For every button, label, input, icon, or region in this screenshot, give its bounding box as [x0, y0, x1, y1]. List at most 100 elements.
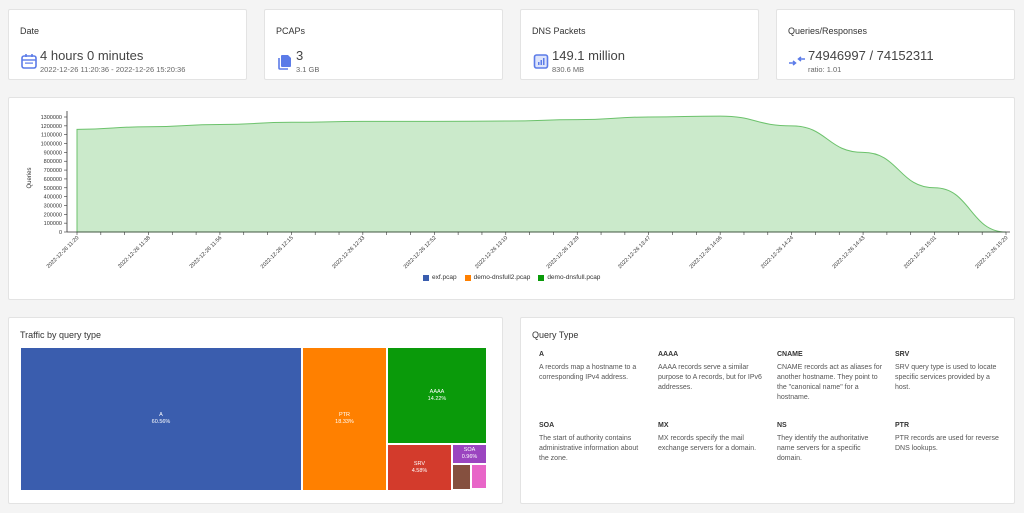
svg-text:700000: 700000: [44, 168, 62, 174]
legend-item-demo-dnsfull2[interactable]: demo-dnsfull2.pcap: [464, 274, 531, 281]
query-type-name: AAAA: [658, 351, 679, 358]
bar-chart-icon: [533, 54, 549, 69]
treemap-cell-a[interactable]: A 60.56%: [20, 347, 302, 491]
legend-label: exf.pcap: [432, 274, 457, 281]
stat-subtext: 830.6 MB: [552, 65, 585, 74]
stat-value: 74946997 / 74152311: [808, 48, 934, 63]
stat-subtext: 3.1 GB: [296, 65, 320, 74]
svg-text:2022-12-26 11:56: 2022-12-26 11:56: [189, 235, 224, 270]
queries-area-chart-card: 0 100000 200000 300000 400000 500000 600000 700…: [8, 97, 1015, 300]
stat-title: Date: [20, 26, 40, 36]
y-axis-label: Queries: [27, 167, 33, 188]
stat-card-pcaps: PCAPs 3 3.1 GB: [264, 9, 503, 80]
query-type-name: PTR: [895, 422, 909, 429]
files-icon: [278, 55, 291, 70]
query-type-name: SRV: [895, 351, 910, 358]
query-type-name: SOA: [539, 422, 555, 429]
legend-label: demo-dnsfull.pcap: [547, 274, 601, 281]
svg-text:2022-12-26 12:15: 2022-12-26 12:15: [260, 235, 295, 270]
legend-swatch: [464, 274, 471, 281]
query-type-desc: The start of authority contains administ…: [539, 435, 639, 463]
query-type-ptr: PTR PTR records are used for reverse DNS…: [895, 422, 1005, 454]
stat-title: PCAPs: [276, 26, 306, 36]
stat-title: DNS Packets: [532, 26, 586, 36]
legend-item-exf[interactable]: exf.pcap: [423, 274, 457, 281]
svg-text:2022-12-26 12:33: 2022-12-26 12:33: [331, 235, 366, 270]
svg-text:1200000: 1200000: [41, 124, 62, 130]
query-type-a: A A records map a hostname to a correspo…: [539, 351, 649, 383]
svg-text:100000: 100000: [44, 221, 62, 227]
svg-text:600000: 600000: [44, 177, 62, 183]
query-type-cname: CNAME CNAME records act as aliases for a…: [777, 351, 887, 404]
svg-text:2022-12-26 14:06: 2022-12-26 14:06: [689, 235, 724, 270]
svg-text:2022-12-26 15:20: 2022-12-26 15:20: [974, 235, 1009, 270]
svg-text:2022-12-26 14:43: 2022-12-26 14:43: [832, 235, 867, 270]
query-type-ns: NS They identify the authoritative name …: [777, 422, 887, 464]
treemap-cell-soa[interactable]: SOA 0.96%: [452, 444, 487, 464]
treemap-cell-other-1[interactable]: [452, 464, 471, 490]
x-axis: 2022-12-26 11:20 2022-12-26 11:38 2022-12-…: [46, 231, 1010, 270]
svg-text:1100000: 1100000: [41, 133, 62, 139]
svg-text:2022-12-26 12:52: 2022-12-26 12:52: [403, 235, 438, 270]
y-axis: 0 100000 200000 300000 400000 500000 600000 700…: [41, 111, 68, 236]
cell-label: PTR: [339, 412, 350, 419]
panel-title: Query Type: [532, 330, 579, 340]
stat-card-date: Date 4 hours 0 minutes 2022-12-26 11:20:…: [8, 9, 247, 80]
svg-text:1000000: 1000000: [41, 142, 62, 148]
treemap-cell-aaaa[interactable]: AAAA 14.22%: [387, 347, 487, 444]
arrows-in-icon: [789, 56, 805, 66]
query-type-desc: They identify the authoritative name ser…: [777, 435, 869, 463]
svg-text:0: 0: [59, 230, 62, 236]
query-type-name: CNAME: [777, 351, 803, 358]
query-type-soa: SOA The start of authority contains admi…: [539, 422, 649, 464]
legend-label: demo-dnsfull2.pcap: [473, 274, 531, 281]
stat-subtext: 2022-12-26 11:20:36 - 2022-12-26 15:20:3…: [40, 65, 186, 74]
svg-text:2022-12-26 13:47: 2022-12-26 13:47: [617, 235, 652, 270]
svg-text:2022-12-26 14:24: 2022-12-26 14:24: [760, 235, 795, 270]
cell-label: AAAA: [429, 388, 445, 395]
cell-pct: 14.22%: [427, 395, 447, 402]
svg-text:2022-12-26 15:01: 2022-12-26 15:01: [903, 235, 938, 270]
cell-label: A: [159, 412, 163, 419]
svg-text:900000: 900000: [44, 150, 62, 156]
cell-pct: 18.33%: [335, 419, 354, 425]
svg-text:800000: 800000: [44, 159, 62, 165]
svg-text:500000: 500000: [44, 186, 62, 192]
queries-area-chart[interactable]: 0 100000 200000 300000 400000 500000 600000 700…: [9, 98, 1016, 301]
stat-value: 4 hours 0 minutes: [40, 48, 144, 63]
svg-text:2022-12-26 13:29: 2022-12-26 13:29: [546, 235, 581, 270]
svg-text:400000: 400000: [44, 195, 62, 201]
stat-subtext: ratio: 1.01: [808, 65, 842, 74]
treemap-cell-ptr[interactable]: PTR 18.33%: [302, 347, 387, 491]
stat-value: 149.1 million: [552, 48, 625, 63]
svg-text:300000: 300000: [44, 203, 62, 209]
legend-swatch: [538, 274, 545, 281]
stat-card-dns-packets: DNS Packets 149.1 million 830.6 MB: [520, 9, 759, 80]
area-series-demo-dnsfull[interactable]: [76, 115, 1007, 233]
svg-text:1300000: 1300000: [41, 115, 62, 121]
cell-label: SRV: [413, 460, 426, 467]
query-type-name: NS: [777, 422, 787, 429]
chart-legend: exf.pcap demo-dnsfull2.pcap demo-dnsfull…: [423, 274, 600, 281]
svg-text:2022-12-26 13:10: 2022-12-26 13:10: [474, 235, 509, 270]
stat-value: 3: [296, 48, 304, 63]
query-type-desc: A records map a hostname to a correspond…: [539, 364, 637, 382]
calendar-icon: [21, 54, 37, 69]
query-type-desc: CNAME records act as aliases for another…: [777, 364, 883, 402]
legend-swatch: [423, 274, 429, 281]
query-type-desc: SRV query type is used to locate specifi…: [895, 364, 997, 392]
query-type-mx: MX MX records specify the mail exchange …: [658, 422, 768, 454]
cell-pct: 4.58%: [411, 467, 428, 474]
treemap-cell-srv[interactable]: SRV 4.58%: [387, 444, 452, 491]
stat-card-queries-responses: Queries/Responses 74946997 / 74152311 ra…: [776, 9, 1015, 80]
query-type-desc: MX records specify the mail exchange ser…: [658, 435, 757, 453]
panel-title: Traffic by query type: [20, 330, 102, 340]
svg-text:2022-12-26 11:20: 2022-12-26 11:20: [46, 235, 81, 270]
treemap-cell-other-2[interactable]: [471, 464, 487, 489]
query-type-aaaa: AAAA AAAA records serve a similar purpos…: [658, 351, 768, 393]
legend-item-demo-dnsfull[interactable]: demo-dnsfull.pcap: [538, 274, 600, 281]
query-type-card: Query Type A A records map a hostname to…: [520, 317, 1015, 504]
cell-label: SOA: [463, 447, 476, 454]
query-type-treemap: A 60.56% PTR 18.33% AAAA 14.22% SRV 4.58…: [20, 347, 487, 491]
query-type-name: A: [539, 351, 545, 358]
